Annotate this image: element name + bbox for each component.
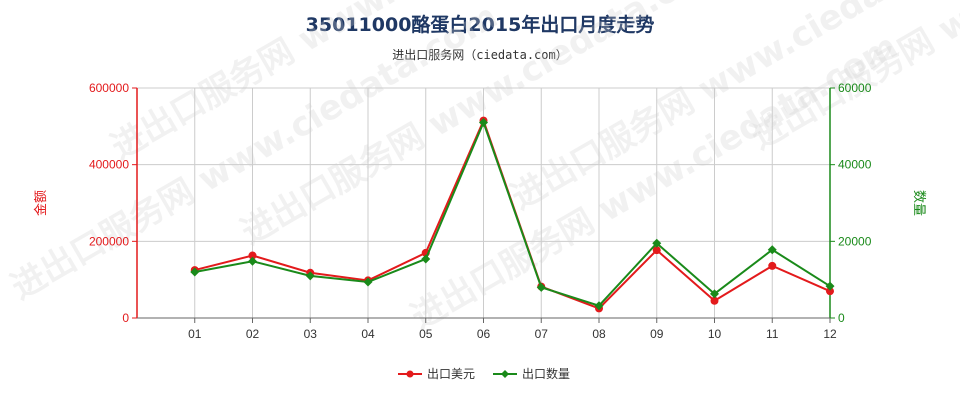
series-1-point bbox=[710, 296, 719, 305]
series-2-point bbox=[190, 267, 200, 277]
x-axis-tick-label: 02 bbox=[246, 327, 260, 341]
x-axis-tick-label: 01 bbox=[188, 327, 202, 341]
series-2-point bbox=[594, 301, 604, 311]
x-axis-tick-label: 05 bbox=[419, 327, 433, 341]
x-axis-tick-label: 04 bbox=[361, 327, 375, 341]
series-2-point bbox=[767, 245, 777, 255]
x-axis-tick-label: 06 bbox=[477, 327, 491, 341]
series-1-point bbox=[826, 287, 834, 296]
series-2-point bbox=[305, 271, 315, 281]
series-2-point bbox=[479, 118, 488, 127]
legend-label-2: 出口数量 bbox=[522, 366, 570, 381]
series-layer bbox=[190, 116, 835, 313]
x-axis-tick-label: 11 bbox=[766, 327, 779, 341]
x-axis-tick-label: 07 bbox=[535, 327, 549, 341]
series-2-point bbox=[248, 256, 257, 266]
series-2-point bbox=[710, 289, 719, 299]
right-axis-label: 数量 bbox=[911, 190, 926, 216]
series-1-point bbox=[248, 251, 257, 260]
x-axis-tick-label: 08 bbox=[592, 327, 606, 341]
left-axis-tick-label: 200000 bbox=[89, 234, 129, 248]
left-axis-tick-label: 400000 bbox=[89, 158, 129, 172]
axes-layer: 0 200000 400000 600000 0 20000 40000 60000 01 02 0… bbox=[33, 81, 926, 341]
right-axis-tick-label: 40000 bbox=[838, 158, 872, 172]
series-2-point bbox=[421, 254, 431, 264]
x-axis-tick-label: 03 bbox=[304, 327, 318, 341]
chart-subtitle: 进出口服务网（ciedata.com） bbox=[392, 48, 568, 62]
series-2-point bbox=[363, 277, 373, 287]
x-axis-tick-label: 12 bbox=[823, 327, 837, 341]
legend-swatch-marker bbox=[406, 370, 414, 378]
series-2-point bbox=[652, 238, 662, 248]
right-axis-tick-label: 60000 bbox=[838, 81, 872, 95]
x-axis-tick-label: 09 bbox=[650, 327, 664, 341]
left-axis-tick-label: 0 bbox=[122, 311, 129, 325]
chart-title: 35011000酪蛋白2015年出口月度走势 bbox=[305, 14, 655, 36]
series-line-2 bbox=[194, 119, 831, 307]
legend-label-1: 出口美元 bbox=[427, 367, 475, 381]
right-axis-tick-label: 20000 bbox=[838, 234, 872, 248]
left-axis-label: 金额 bbox=[33, 190, 49, 216]
series-1-point bbox=[652, 246, 661, 255]
right-axis-tick-label: 0 bbox=[838, 311, 845, 325]
legend: 出口美元 出口数量 bbox=[398, 366, 570, 381]
x-axis-tick-label: 10 bbox=[708, 327, 722, 341]
left-axis-tick-label: 600000 bbox=[89, 81, 129, 95]
series-2-point bbox=[825, 281, 835, 291]
series-1-point bbox=[768, 261, 777, 270]
legend-swatch-marker bbox=[501, 370, 509, 378]
series-2-point bbox=[536, 282, 546, 292]
